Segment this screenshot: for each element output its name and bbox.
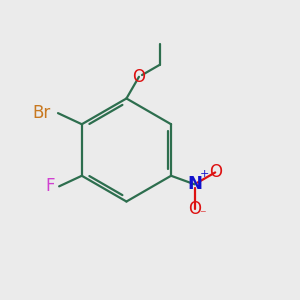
- Text: O: O: [209, 164, 222, 181]
- Text: +: +: [200, 169, 209, 179]
- Text: F: F: [45, 177, 55, 195]
- Text: ⁻: ⁻: [200, 208, 206, 221]
- Text: O: O: [133, 68, 146, 86]
- Text: Br: Br: [32, 104, 51, 122]
- Text: N: N: [187, 175, 202, 193]
- Text: O: O: [188, 200, 201, 218]
